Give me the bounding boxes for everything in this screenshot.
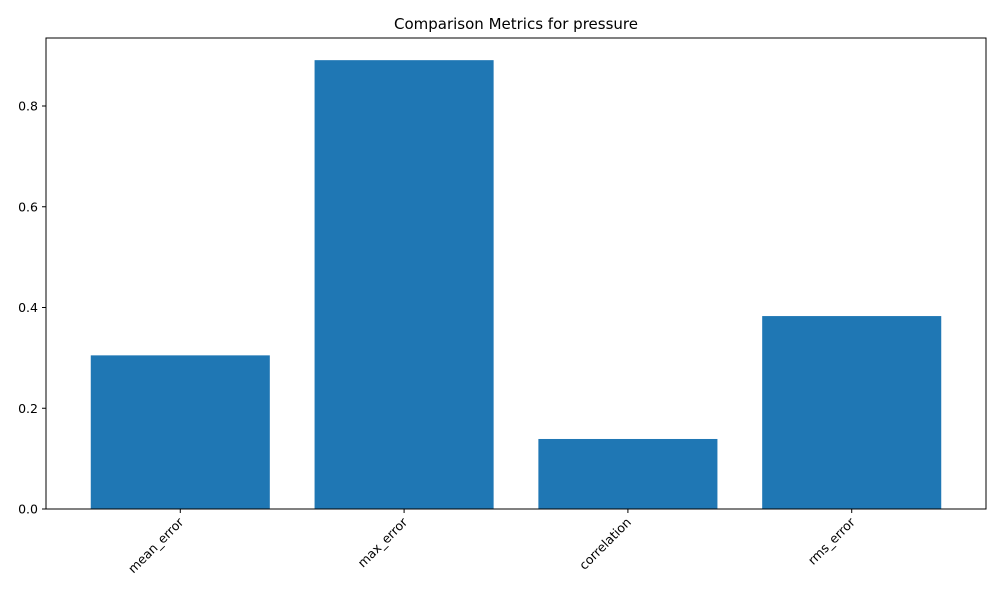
x-tick-label: rms_error	[805, 514, 859, 568]
bars-layer	[90, 60, 942, 509]
y-tick-label: 0.8	[18, 99, 38, 114]
axes-layer	[45, 37, 987, 510]
plot-frame	[45, 37, 987, 510]
bar-rms_error	[762, 316, 942, 509]
bar-mean_error	[90, 355, 270, 509]
y-tick-label: 0.2	[18, 401, 38, 416]
x-tick-label: correlation	[576, 515, 634, 573]
chart-title: Comparison Metrics for pressure	[394, 15, 638, 33]
x-tick-label: mean_error	[125, 514, 187, 576]
x-tick-label: max_error	[355, 514, 411, 570]
bar-correlation	[538, 438, 718, 509]
y-tick-label: 0.0	[18, 502, 38, 517]
y-tick-label: 0.6	[18, 199, 38, 214]
bar-max_error	[314, 60, 494, 509]
y-tick-label: 0.4	[18, 300, 38, 315]
